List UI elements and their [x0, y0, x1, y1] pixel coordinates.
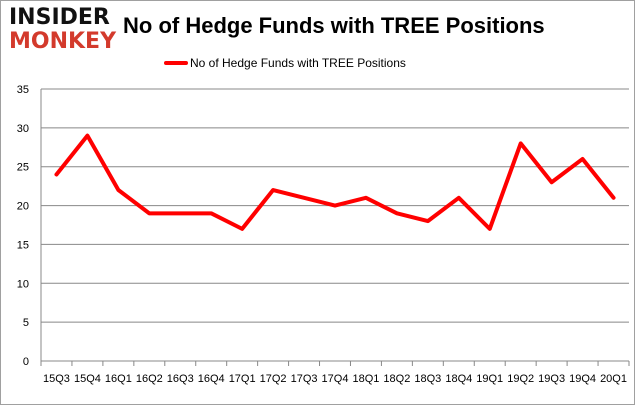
- y-tick-label: 15: [17, 239, 29, 251]
- x-tick-label: 17Q2: [260, 373, 287, 385]
- x-tick-label: 17Q1: [229, 373, 256, 385]
- x-tick-label: 15Q4: [74, 373, 101, 385]
- y-tick-label: 30: [17, 123, 29, 135]
- x-tick-label: 18Q4: [445, 373, 472, 385]
- series-line: [54, 133, 616, 231]
- x-tick-label: 18Q3: [414, 373, 441, 385]
- legend-swatch: [164, 61, 188, 65]
- y-tick-label: 35: [17, 84, 29, 96]
- y-tick-label: 25: [17, 162, 29, 174]
- x-tick-label: 18Q2: [383, 373, 410, 385]
- x-tick-label: 19Q2: [507, 373, 534, 385]
- x-tick-label: 16Q4: [198, 373, 225, 385]
- logo-line-2: MONKEY: [9, 29, 117, 54]
- chart-title: No of Hedge Funds with TREE Positions: [123, 13, 545, 38]
- legend: No of Hedge Funds with TREE Positions: [164, 56, 406, 70]
- x-tick-label: 18Q1: [352, 373, 379, 385]
- x-tick-label: 16Q3: [167, 373, 194, 385]
- insider-monkey-logo: INSIDER MONKEY: [9, 7, 119, 53]
- y-tick-label: 0: [23, 356, 29, 368]
- y-tick-label: 10: [17, 278, 29, 290]
- legend-label: No of Hedge Funds with TREE Positions: [190, 56, 406, 70]
- x-tick-label: 15Q3: [43, 373, 70, 385]
- x-tick-label: 16Q2: [136, 373, 163, 385]
- x-tick-label: 17Q3: [291, 373, 318, 385]
- x-tick-label: 16Q1: [105, 373, 132, 385]
- x-tick-label: 19Q4: [569, 373, 596, 385]
- y-tick-label: 5: [23, 317, 29, 329]
- x-tick-label: 19Q3: [538, 373, 565, 385]
- y-tick-label: 20: [17, 201, 29, 213]
- x-tick-label: 20Q1: [600, 373, 627, 385]
- x-tick-label: 17Q4: [322, 373, 349, 385]
- logo-line-1: INSIDER: [9, 5, 110, 30]
- x-tick-label: 19Q1: [476, 373, 503, 385]
